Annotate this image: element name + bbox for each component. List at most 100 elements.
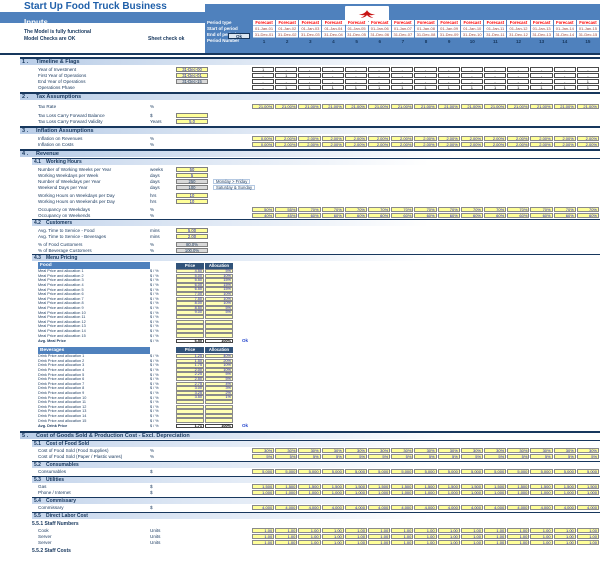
phone-input-cell[interactable]: 1,000 (344, 490, 367, 496)
staff-number-input-cell[interactable]: 1.00 (298, 540, 321, 546)
tax-rate-input-cell[interactable]: 21.00% (391, 103, 414, 109)
phone-input-cell[interactable]: 1,000 (414, 490, 437, 496)
cogs-input-cell[interactable]: 5% (391, 454, 414, 460)
consumables-input-cell[interactable]: 5,000 (368, 469, 391, 475)
allocation-input[interactable] (205, 328, 233, 334)
commissary-input-cell[interactable]: 4,000 (414, 505, 437, 511)
commissary-input-cell[interactable]: 4,000 (321, 505, 344, 511)
gas-input-cell[interactable]: 1,500 (391, 484, 414, 490)
consumables-input-cell[interactable]: 5,000 (252, 469, 275, 475)
hours-weekdays-input[interactable]: 10 (176, 192, 208, 198)
tax-rate-input-cell[interactable]: 21.00% (275, 103, 298, 109)
inflation-input-cell[interactable]: 2.00% (298, 141, 321, 147)
cogs-input-cell[interactable]: 5% (576, 454, 599, 460)
consumables-input-cell[interactable]: 5,000 (576, 469, 599, 475)
cogs-input-cell[interactable]: 30% (298, 448, 321, 454)
price-input[interactable] (176, 418, 204, 423)
tax-rate-input-cell[interactable]: 21.00% (368, 103, 391, 109)
phone-input-cell[interactable]: 1,000 (391, 490, 414, 496)
occupancy-input-cell[interactable]: 60% (391, 212, 414, 218)
occupancy-input-cell[interactable]: 60% (414, 212, 437, 218)
staff-number-input-cell[interactable]: 1.00 (252, 540, 275, 546)
price-input[interactable]: 2.00 (176, 367, 204, 373)
inflation-input-cell[interactable]: 2.00% (437, 141, 460, 147)
occupancy-input-cell[interactable]: 70% (530, 206, 553, 212)
price-input[interactable] (176, 413, 204, 419)
allocation-input[interactable]: 20% (205, 358, 233, 363)
weekdays-per-week-input[interactable]: 5 (176, 172, 208, 178)
staff-number-input-cell[interactable]: 1.00 (344, 540, 367, 546)
consumables-input-cell[interactable]: 5,000 (275, 469, 298, 475)
allocation-input[interactable]: 1% (205, 395, 233, 400)
gas-input-cell[interactable]: 1,500 (460, 484, 483, 490)
tax-rate-input-cell[interactable]: 21.00% (576, 103, 599, 109)
price-input[interactable] (176, 315, 204, 320)
occupancy-input-cell[interactable]: 50% (252, 206, 275, 212)
cogs-input-cell[interactable]: 5% (507, 454, 530, 460)
staff-number-input-cell[interactable]: 1.00 (275, 540, 298, 546)
gas-input-cell[interactable]: 1,500 (252, 484, 275, 490)
inflation-input-cell[interactable]: 0.00% (252, 135, 275, 141)
staff-number-input-cell[interactable]: 1.00 (507, 528, 530, 534)
gas-input-cell[interactable]: 1,500 (321, 484, 344, 490)
phone-input-cell[interactable]: 1,000 (484, 490, 507, 496)
price-input[interactable]: 3.25 (176, 390, 204, 396)
allocation-input[interactable]: 4% (205, 381, 233, 386)
price-input[interactable]: 2.50 (176, 376, 204, 382)
inflation-input-cell[interactable]: 2.00% (321, 135, 344, 141)
occupancy-input-cell[interactable]: 60% (344, 212, 367, 218)
staff-number-input-cell[interactable]: 1.00 (437, 534, 460, 540)
price-input[interactable]: 5.00 (176, 273, 204, 279)
occupancy-input-cell[interactable]: 60% (460, 212, 483, 218)
commissary-input-cell[interactable]: 4,000 (507, 505, 530, 511)
inflation-input-cell[interactable]: 2.00% (414, 135, 437, 141)
cogs-input-cell[interactable]: 30% (414, 448, 437, 454)
inflation-input-cell[interactable]: 2.00% (576, 135, 599, 141)
occupancy-input-cell[interactable]: 60% (321, 212, 344, 218)
inflation-input-cell[interactable]: 2.00% (414, 141, 437, 147)
allocation-input[interactable]: 5% (205, 269, 233, 274)
tax-rate-input-cell[interactable]: 21.00% (553, 103, 576, 109)
occupancy-input-cell[interactable]: 70% (507, 206, 530, 212)
phone-input-cell[interactable]: 1,000 (298, 490, 321, 496)
working-weeks-input[interactable]: 50 (176, 166, 208, 172)
staff-number-input-cell[interactable]: 1.00 (507, 534, 530, 540)
tax-rate-input-cell[interactable]: 21.00% (437, 103, 460, 109)
inflation-input-cell[interactable]: 2.00% (553, 135, 576, 141)
inflation-input-cell[interactable]: 2.00% (344, 135, 367, 141)
inflation-input-cell[interactable]: 2.00% (275, 135, 298, 141)
cogs-input-cell[interactable]: 30% (553, 448, 576, 454)
commissary-input-cell[interactable]: 4,000 (344, 505, 367, 511)
staff-number-input-cell[interactable]: 1.00 (437, 540, 460, 546)
staff-number-input-cell[interactable]: 1.00 (507, 540, 530, 546)
gas-input-cell[interactable]: 1,500 (576, 484, 599, 490)
inflation-input-cell[interactable]: 2.00% (530, 141, 553, 147)
allocation-input[interactable]: 10% (205, 367, 233, 373)
gas-input-cell[interactable]: 1,500 (344, 484, 367, 490)
allocation-input[interactable] (205, 399, 233, 405)
inflation-input-cell[interactable]: 2.00% (576, 141, 599, 147)
occupancy-input-cell[interactable]: 60% (484, 212, 507, 218)
staff-number-input-cell[interactable]: 1.00 (344, 534, 367, 540)
allocation-input[interactable]: 10% (205, 301, 233, 306)
consumables-input-cell[interactable]: 5,000 (391, 469, 414, 475)
cogs-input-cell[interactable]: 5% (368, 454, 391, 460)
occupancy-input-cell[interactable]: 70% (298, 206, 321, 212)
price-input[interactable]: 4.50 (176, 269, 204, 274)
consumables-input-cell[interactable]: 5,000 (460, 469, 483, 475)
price-input[interactable]: 1.75 (176, 363, 204, 368)
staff-number-input-cell[interactable]: 1.00 (460, 540, 483, 546)
inflation-input-cell[interactable]: 2.00% (484, 135, 507, 141)
gas-input-cell[interactable]: 1,500 (368, 484, 391, 490)
cogs-input-cell[interactable]: 30% (368, 448, 391, 454)
staff-number-input-cell[interactable]: 1.00 (391, 528, 414, 534)
phone-input-cell[interactable]: 1,000 (507, 490, 530, 496)
phone-input-cell[interactable]: 1,000 (576, 490, 599, 496)
phone-input-cell[interactable]: 1,000 (437, 490, 460, 496)
consumables-input-cell[interactable]: 5,000 (321, 469, 344, 475)
inflation-input-cell[interactable]: 2.00% (321, 141, 344, 147)
commissary-input-cell[interactable]: 4,000 (368, 505, 391, 511)
occupancy-input-cell[interactable]: 40% (252, 212, 275, 218)
allocation-input[interactable]: 10% (205, 292, 233, 297)
consumables-input-cell[interactable]: 5,000 (298, 469, 321, 475)
